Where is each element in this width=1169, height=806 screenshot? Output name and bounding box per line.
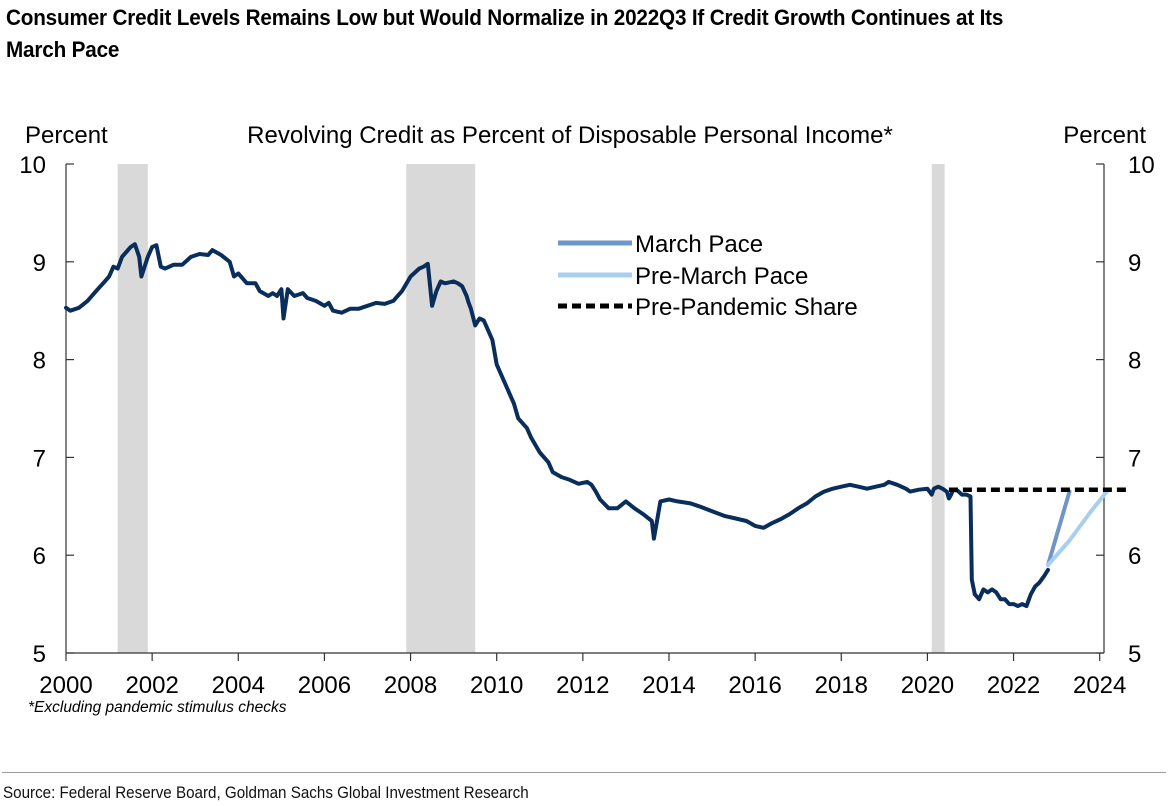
recession-bands	[117, 164, 945, 653]
footnote: *Excluding pandemic stimulus checks	[28, 699, 287, 716]
x-tick-label: 2016	[728, 672, 781, 699]
x-tick-label: 2000	[39, 672, 92, 699]
y-tick-label-right: 5	[1128, 641, 1141, 668]
series-line-historical	[64, 242, 1050, 609]
series-line-march-pace	[1046, 489, 1072, 567]
y-axis-label-right: Percent	[1063, 122, 1146, 149]
legend-label-pre-pandemic-share: Pre-Pandemic Share	[635, 294, 858, 321]
x-tick-label: 2004	[212, 672, 265, 699]
page-title: Consumer Credit Levels Remains Low but W…	[6, 5, 1004, 62]
series-layer	[64, 242, 1130, 609]
x-tick-label: 2020	[901, 672, 954, 699]
x-tick-label: 2006	[298, 672, 351, 699]
y-tick-label-right: 10	[1128, 152, 1155, 179]
series-line-pre-march-pace	[1046, 487, 1111, 567]
x-tick-label: 2012	[556, 672, 609, 699]
y-tick-label-right: 6	[1128, 543, 1141, 570]
x-tick-label: 2018	[815, 672, 868, 699]
recession-band-3	[931, 164, 945, 653]
legend: March Pace Pre-March Pace Pre-Pandemic S…	[558, 231, 858, 321]
legend-label-pre-march-pace: Pre-March Pace	[635, 263, 808, 290]
axes: 5 5 6 6 7 7 8 8 9 9 10 10 2000 2002 2004 2006 2008 2010 20…	[19, 152, 1154, 699]
x-tick-label: 2008	[384, 672, 437, 699]
x-tick-label: 2010	[470, 672, 523, 699]
y-tick-label-left: 6	[33, 543, 46, 570]
recession-band-2	[406, 164, 476, 653]
x-tick-label: 2002	[125, 672, 178, 699]
y-tick-label-right: 9	[1128, 250, 1141, 277]
y-tick-label-left: 8	[33, 348, 46, 375]
chart-title: Revolving Credit as Percent of Disposabl…	[247, 122, 893, 149]
divider	[2, 772, 1166, 773]
x-tick-label: 2014	[642, 672, 695, 699]
x-tick-label: 2024	[1073, 672, 1126, 699]
y-tick-label-left: 5	[33, 641, 46, 668]
y-tick-label-left: 7	[33, 445, 46, 472]
x-tick-label: 2022	[987, 672, 1040, 699]
y-axis-label-left: Percent	[25, 122, 108, 149]
legend-label-march-pace: March Pace	[635, 231, 763, 258]
y-tick-label-left: 10	[19, 152, 46, 179]
y-tick-label-left: 9	[33, 250, 46, 277]
source-note: Source: Federal Reserve Board, Goldman S…	[3, 784, 529, 802]
y-tick-label-right: 7	[1128, 445, 1141, 472]
y-tick-label-right: 8	[1128, 348, 1141, 375]
recession-band-1	[117, 164, 148, 653]
